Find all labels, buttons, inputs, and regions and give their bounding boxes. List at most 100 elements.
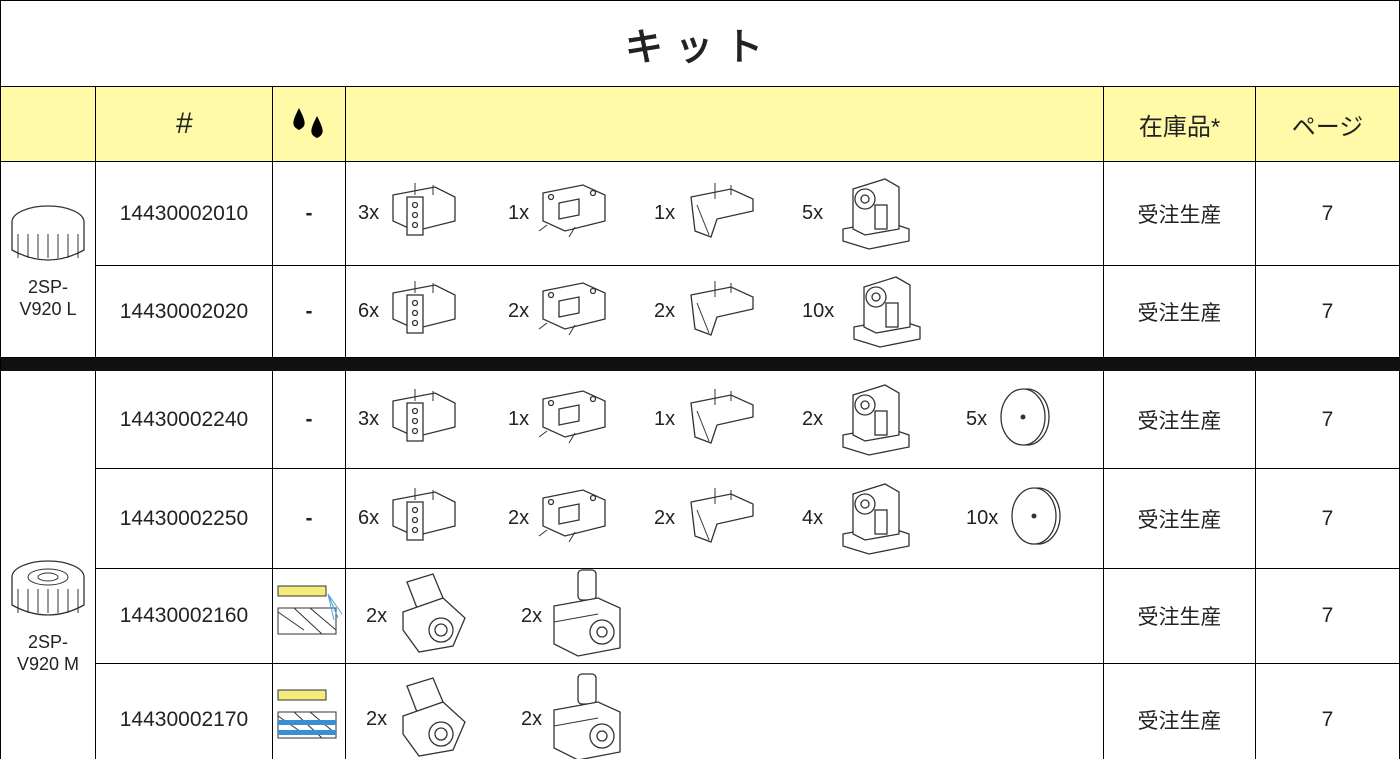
- page-cell: 7: [1256, 266, 1400, 358]
- kit-item: 6x: [358, 469, 461, 568]
- quantity: 2x: [521, 708, 543, 730]
- part-icon: [681, 486, 757, 552]
- kit-item: 1x: [654, 162, 757, 265]
- part-icon: [535, 387, 611, 453]
- group-label-line: 2SP-: [27, 276, 69, 297]
- group-separator: [1, 358, 1400, 371]
- kit-item: 5x: [802, 162, 913, 265]
- quantity: 3x: [358, 202, 380, 224]
- stock-cell: 受注生産: [1104, 664, 1256, 759]
- items-cell: 2x 2x: [346, 569, 1104, 664]
- group-icon: [8, 200, 88, 276]
- part-icon: [548, 670, 628, 759]
- kit-item: 5x: [966, 371, 1055, 468]
- part-icon: [829, 375, 913, 465]
- part-icon: [393, 672, 473, 759]
- kit-item: 4x: [802, 469, 913, 568]
- number-cell: 14430002160: [96, 569, 273, 664]
- kit-item: 2x: [802, 371, 913, 468]
- stock-cell: 受注生産: [1104, 371, 1256, 469]
- stock-cell: 受注生産: [1104, 469, 1256, 569]
- quantity: 5x: [802, 202, 824, 224]
- quantity: 1x: [654, 408, 676, 430]
- quantity: 2x: [802, 408, 824, 430]
- kit-item: 6x: [358, 266, 461, 357]
- items-cell: 2x 2x: [346, 664, 1104, 759]
- coolant-cell: -: [273, 371, 346, 469]
- header-page: ページ: [1256, 87, 1400, 162]
- group-label: 2SP- V920 L: [19, 276, 76, 320]
- kit-item: 2x: [508, 266, 611, 357]
- header-coolant: [273, 87, 346, 162]
- coolant-cell: [273, 569, 346, 664]
- quantity: 2x: [508, 507, 530, 529]
- group-label-line: V920 M: [16, 654, 80, 674]
- part-icon: [385, 486, 461, 552]
- kit-item: 2x: [654, 469, 757, 568]
- items-cell: 3x 1x 1x 2x 5x: [346, 371, 1104, 469]
- items-cell: 3x 1x 1x 5x: [346, 162, 1104, 266]
- number-cell: 14430002010: [96, 162, 273, 266]
- coolant: -: [305, 506, 313, 530]
- number-cell: 14430002240: [96, 371, 273, 469]
- kit-item: 2x: [366, 664, 473, 759]
- page-number: 7: [1321, 604, 1334, 627]
- part-icon: [993, 386, 1055, 454]
- part-number: 14430002160: [119, 604, 249, 627]
- part-number: 14430002250: [119, 506, 249, 530]
- part-icon: [393, 568, 473, 664]
- kit-item: 1x: [654, 371, 757, 468]
- part-icon: [385, 387, 461, 453]
- page-number: 7: [1321, 299, 1334, 323]
- coolant-cell: -: [273, 469, 346, 569]
- part-icon: [548, 566, 628, 666]
- header-cell: [346, 87, 1104, 162]
- kit-item: 2x: [366, 569, 473, 663]
- part-icon: [385, 181, 461, 247]
- quantity: 5x: [966, 408, 988, 430]
- page-number: 7: [1321, 201, 1334, 225]
- stock: 受注生産: [1137, 606, 1222, 629]
- page-cell: 7: [1256, 569, 1400, 664]
- kit-item: 2x: [521, 664, 628, 759]
- kit-item: 10x: [966, 469, 1066, 568]
- items-cell: 6x 2x 2x 4x 10x: [346, 469, 1104, 569]
- quantity: 2x: [366, 708, 388, 730]
- kit-item: 10x: [802, 266, 924, 357]
- header-number: #: [96, 87, 273, 162]
- quantity: 1x: [508, 408, 530, 430]
- number-cell: 14430002020: [96, 266, 273, 358]
- stock: 受注生産: [1137, 709, 1222, 733]
- stock-cell: 受注生産: [1104, 266, 1256, 358]
- stock: 受注生産: [1137, 508, 1222, 532]
- page-cell: 7: [1256, 371, 1400, 469]
- group-cell: 2SP- V920 L: [1, 162, 96, 358]
- kit-item: 1x: [508, 162, 611, 265]
- quantity: 6x: [358, 507, 380, 529]
- quantity: 10x: [802, 300, 835, 322]
- part-icon: [829, 169, 913, 259]
- part-icon: [535, 181, 611, 247]
- quantity: 2x: [521, 604, 543, 627]
- part-icon: [829, 474, 913, 564]
- coolant-icon: [274, 682, 344, 758]
- quantity: 2x: [654, 507, 676, 529]
- page-number: 7: [1321, 506, 1334, 530]
- coolant: -: [305, 299, 313, 323]
- part-icon: [681, 181, 757, 247]
- drops-icon: [293, 108, 323, 138]
- stock-cell: 受注生産: [1104, 569, 1256, 664]
- title: キット: [1, 1, 1400, 87]
- part-icon: [535, 279, 611, 345]
- group-label-line: V920 L: [19, 298, 77, 319]
- kit-item: 2x: [654, 266, 757, 357]
- page-cell: 7: [1256, 162, 1400, 266]
- kit-item: 2x: [508, 469, 611, 568]
- stock-cell: 受注生産: [1104, 162, 1256, 266]
- group-icon: [8, 555, 88, 631]
- page-cell: 7: [1256, 664, 1400, 759]
- group-cell: 2SP- V920 M: [1, 371, 96, 759]
- number-cell: 14430002170: [96, 664, 273, 759]
- items-cell: 6x 2x 2x 10x: [346, 266, 1104, 358]
